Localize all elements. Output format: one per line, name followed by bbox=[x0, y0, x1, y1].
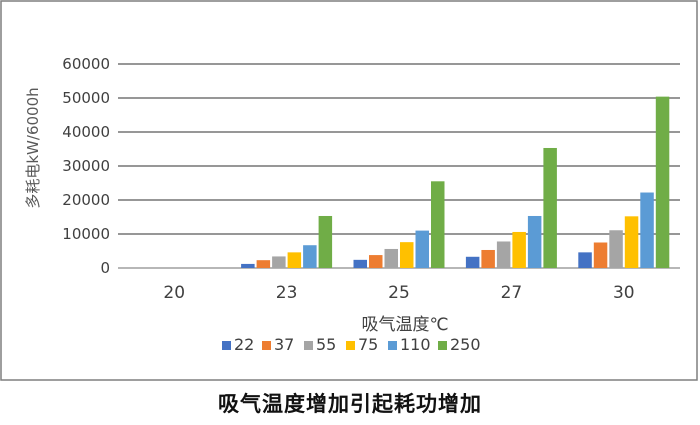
bar-37-23 bbox=[256, 260, 271, 268]
bar-250-27 bbox=[543, 147, 557, 268]
bar-55-30 bbox=[609, 230, 623, 268]
bar-110-25 bbox=[415, 230, 429, 268]
x-axis-label: 吸气温度℃ bbox=[361, 315, 448, 335]
bar-55-23 bbox=[272, 256, 286, 268]
legend-label-110: 110 bbox=[400, 335, 431, 354]
bar-110-23 bbox=[303, 245, 317, 268]
legend-label-37: 37 bbox=[274, 335, 294, 354]
legend-label-250: 250 bbox=[450, 335, 481, 354]
y-tick-label: 40000 bbox=[62, 123, 110, 141]
y-tick-labels: 0 10000 20000 30000 40000 50000 60000 bbox=[62, 55, 110, 277]
x-tick-label: 27 bbox=[501, 283, 523, 303]
legend: 22 37 55 75 110 250 bbox=[222, 335, 481, 354]
chart: 0 10000 20000 30000 40000 50000 60000 20 23 25 27… bbox=[0, 0, 698, 381]
legend-label-55: 55 bbox=[316, 335, 336, 354]
legend-label-75: 75 bbox=[358, 335, 378, 354]
bar-55-27 bbox=[496, 241, 511, 268]
y-tick-label: 50000 bbox=[62, 89, 110, 107]
bar-22-27 bbox=[465, 256, 480, 268]
bars bbox=[241, 96, 670, 268]
bar-55-25 bbox=[384, 248, 398, 268]
bar-75-30 bbox=[624, 216, 639, 268]
x-tick-labels: 20 23 25 27 30 bbox=[163, 283, 634, 303]
y-axis-label: 多耗电kW/6000h bbox=[24, 87, 42, 208]
legend-swatch-250 bbox=[438, 341, 447, 350]
y-tick-label: 60000 bbox=[62, 55, 110, 73]
bar-75-25 bbox=[400, 242, 414, 268]
legend-swatch-22 bbox=[222, 341, 231, 350]
bar-37-27 bbox=[481, 249, 495, 268]
figure-caption: 吸气温度增加引起耗功增加 bbox=[218, 392, 482, 416]
y-tick-label: 0 bbox=[100, 259, 110, 277]
legend-swatch-37 bbox=[262, 341, 271, 350]
y-tick-label: 10000 bbox=[62, 225, 110, 243]
x-tick-label: 30 bbox=[613, 283, 635, 303]
legend-swatch-110 bbox=[388, 341, 397, 350]
bar-110-27 bbox=[527, 215, 542, 268]
bar-22-25 bbox=[353, 259, 367, 268]
bar-110-30 bbox=[640, 192, 654, 268]
y-tick-label: 20000 bbox=[62, 191, 110, 209]
bar-37-30 bbox=[593, 242, 608, 268]
x-tick-label: 20 bbox=[163, 283, 185, 303]
legend-swatch-55 bbox=[304, 341, 313, 350]
bar-22-30 bbox=[578, 252, 592, 268]
x-tick-label: 23 bbox=[276, 283, 298, 303]
x-tick-label: 25 bbox=[388, 283, 410, 303]
bar-75-27 bbox=[512, 231, 526, 268]
legend-swatch-75 bbox=[346, 341, 355, 350]
bar-22-23 bbox=[241, 263, 255, 268]
bar-250-30 bbox=[655, 96, 670, 268]
bar-250-25 bbox=[431, 181, 445, 268]
bar-250-23 bbox=[318, 215, 333, 268]
bar-37-25 bbox=[369, 255, 383, 268]
y-tick-label: 30000 bbox=[62, 157, 110, 175]
legend-label-22: 22 bbox=[234, 335, 254, 354]
bar-75-23 bbox=[287, 252, 302, 268]
